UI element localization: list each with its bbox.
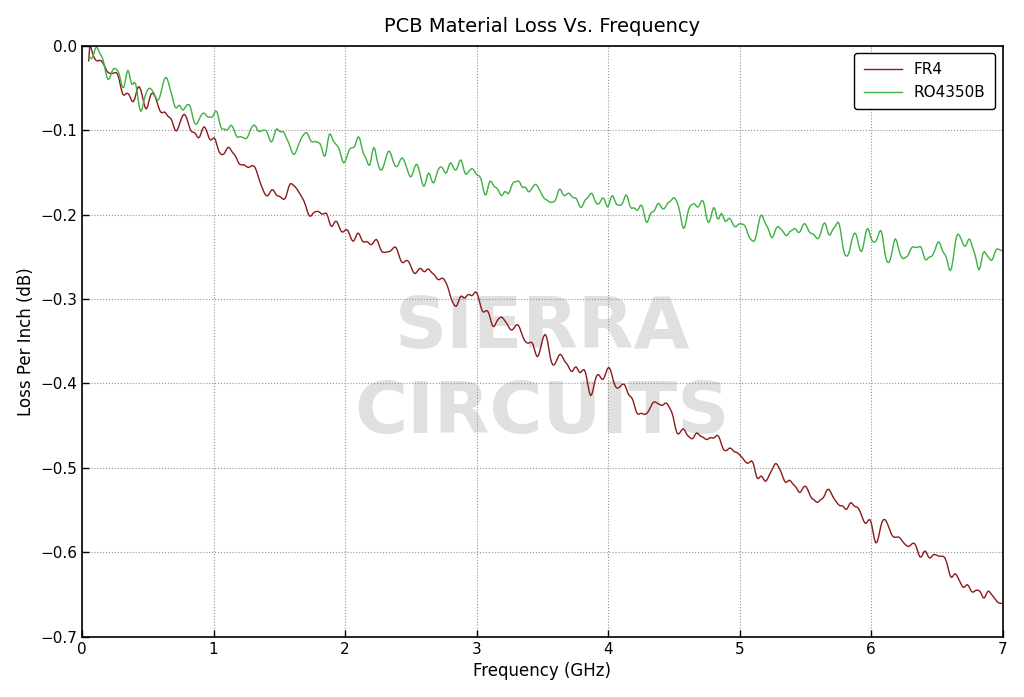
FR4	[373, 240, 385, 249]
FR4	[341, 226, 353, 234]
RO4350B	[684, 202, 696, 210]
FR4	[83, 56, 95, 65]
X-axis label: Frequency (GHz): Frequency (GHz)	[473, 662, 611, 680]
FR4	[307, 208, 319, 217]
RO4350B	[996, 246, 1009, 254]
RO4350B	[907, 243, 920, 251]
RO4350B	[795, 225, 807, 233]
Text: SIERRA
CIRCUITS: SIERRA CIRCUITS	[354, 293, 730, 448]
FR4	[684, 434, 696, 442]
FR4	[84, 40, 96, 48]
RO4350B	[373, 163, 385, 171]
Line: FR4: FR4	[89, 44, 1002, 604]
Title: PCB Material Loss Vs. Frequency: PCB Material Loss Vs. Frequency	[384, 17, 700, 36]
FR4	[907, 539, 920, 547]
FR4	[996, 599, 1009, 608]
Line: RO4350B: RO4350B	[89, 47, 1002, 270]
Legend: FR4, RO4350B: FR4, RO4350B	[854, 53, 995, 109]
RO4350B	[90, 43, 102, 51]
RO4350B	[341, 151, 353, 159]
Y-axis label: Loss Per Inch (dB): Loss Per Inch (dB)	[16, 267, 35, 415]
RO4350B	[83, 54, 95, 63]
RO4350B	[944, 266, 956, 275]
RO4350B	[307, 137, 319, 146]
FR4	[795, 487, 807, 496]
